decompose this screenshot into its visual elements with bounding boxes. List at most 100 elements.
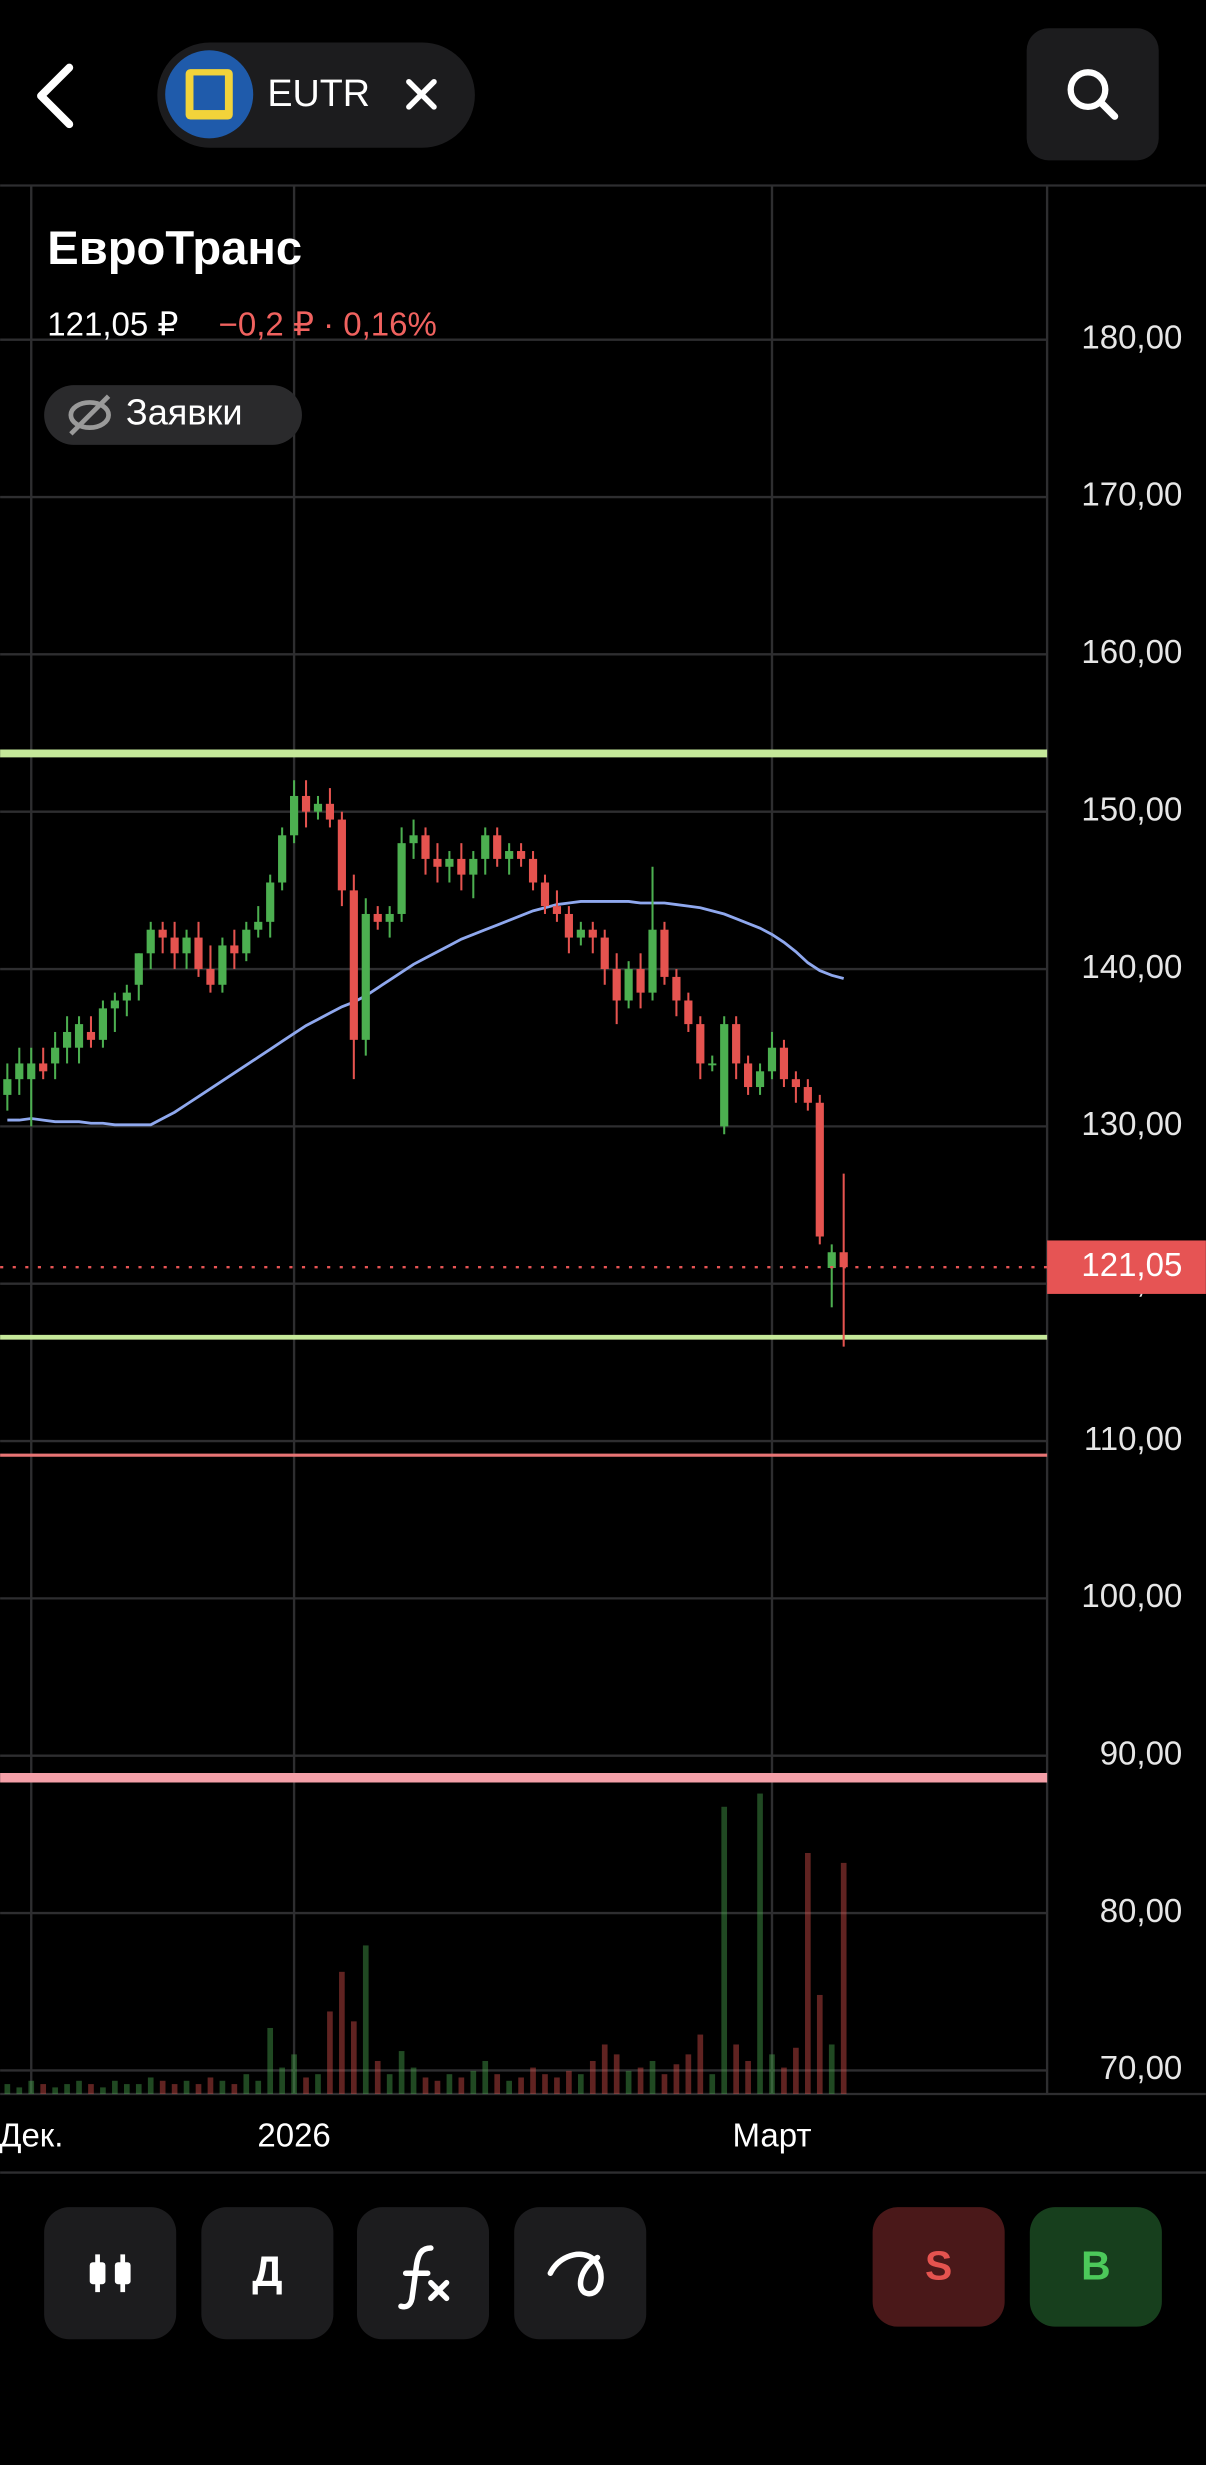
- x-tick-label: 2026: [257, 2117, 330, 2154]
- volume-bar: [769, 2054, 775, 2094]
- volume-bar: [422, 2077, 429, 2094]
- candle-body: [86, 1031, 96, 1040]
- candle-body: [564, 913, 573, 938]
- volume-bar: [374, 2060, 381, 2094]
- candle-body: [744, 1063, 753, 1088]
- volume-bar: [482, 2060, 489, 2094]
- y-tick-label: 180,00: [1081, 318, 1182, 355]
- volume-bar: [840, 1862, 847, 2094]
- candle-body: [648, 929, 657, 993]
- candle-body: [672, 976, 681, 1001]
- candle-body: [445, 858, 454, 867]
- moving-average: [7, 900, 845, 1127]
- candle-body: [15, 1063, 24, 1080]
- candle-body: [815, 1102, 824, 1237]
- volume-bar: [434, 2080, 441, 2094]
- y-tick-label: 90,00: [1100, 1734, 1183, 1771]
- chart-type-button[interactable]: [44, 2207, 177, 2340]
- volume-bar: [267, 2027, 274, 2094]
- volume-bar: [362, 1945, 369, 2094]
- candle-body: [493, 835, 502, 859]
- candle-body: [576, 929, 585, 938]
- volume-bar: [147, 2077, 154, 2094]
- volume-bar: [64, 2084, 70, 2094]
- chart: 70,0080,0090,00100,00110,00120,00130,001…: [0, 184, 1206, 2174]
- volume-bar: [697, 2034, 704, 2094]
- candle-body: [696, 1024, 705, 1064]
- last-price-label: 121,05: [1081, 1246, 1182, 1283]
- candle-body: [218, 945, 227, 985]
- candle-body: [278, 835, 287, 883]
- volume-bar: [219, 2080, 226, 2094]
- volume-bar: [625, 2070, 632, 2094]
- volume-bar: [171, 2084, 178, 2094]
- volume-bar: [709, 2074, 716, 2094]
- volume-bar: [518, 2077, 524, 2094]
- volume-bar: [4, 2084, 11, 2094]
- volume-bar: [494, 2074, 501, 2094]
- volume-bar: [601, 2044, 608, 2094]
- y-tick-label: 150,00: [1081, 790, 1182, 827]
- volume-bar: [100, 2087, 106, 2094]
- candle-body: [791, 1079, 800, 1088]
- last-price-tag: [1047, 1240, 1206, 1294]
- volume-bar: [291, 2054, 297, 2094]
- close-chip[interactable]: [406, 78, 437, 110]
- candle-body: [313, 803, 323, 812]
- volume-bar: [661, 2074, 668, 2094]
- candle-body: [98, 1008, 108, 1040]
- volume-bar: [721, 1806, 728, 2094]
- volume-bar: [589, 2060, 596, 2094]
- sell-button[interactable]: [872, 2207, 1005, 2327]
- back-button[interactable]: [37, 63, 74, 129]
- candle-body: [301, 795, 311, 812]
- candle-body: [110, 1000, 119, 1009]
- candle-body: [827, 1252, 836, 1268]
- fx-icon: [398, 2245, 450, 2310]
- candle-body: [528, 858, 538, 883]
- candle-body: [779, 1047, 789, 1080]
- candle-body: [385, 913, 394, 922]
- x-tick-label: Март: [733, 2117, 812, 2154]
- volume-bar: [398, 2051, 405, 2094]
- candle-body: [755, 1071, 765, 1088]
- candle-body: [552, 906, 562, 914]
- volume-bar: [805, 1852, 811, 2094]
- volume-bar: [350, 2021, 357, 2094]
- volume-bar: [828, 2044, 835, 2094]
- orders-toggle[interactable]: [44, 385, 302, 445]
- candle-body: [481, 835, 490, 859]
- eye-icon: [68, 400, 111, 430]
- volume-bar: [303, 2077, 309, 2094]
- volume-bar: [733, 2044, 739, 2094]
- volume-bar: [542, 2074, 548, 2094]
- candle-body: [361, 913, 370, 1040]
- candle-body: [51, 1047, 60, 1064]
- candle-body: [457, 858, 466, 875]
- y-tick-label: 140,00: [1081, 948, 1182, 985]
- period-button[interactable]: [201, 2207, 334, 2340]
- candle-body: [337, 819, 346, 891]
- volume-bar: [243, 2074, 250, 2094]
- y-tick-label: 160,00: [1081, 633, 1182, 670]
- instrument-title: ЕвроТранс: [47, 221, 302, 274]
- x-tick-label: Дек.: [0, 2117, 63, 2154]
- orders-label: Заявки: [126, 392, 243, 433]
- drawing-icon: [547, 2251, 604, 2297]
- volume-bar: [566, 2070, 572, 2094]
- candle-body: [421, 835, 430, 859]
- volume-bar: [231, 2084, 238, 2094]
- candle-body: [146, 929, 155, 954]
- volume-bar: [458, 2077, 465, 2094]
- volume-bar: [578, 2074, 584, 2094]
- candle-body: [373, 913, 382, 922]
- candle-body: [636, 969, 645, 993]
- candle-body: [158, 929, 167, 938]
- volume-bar: [745, 2060, 751, 2094]
- volume-bar: [28, 2080, 35, 2094]
- volume-bar: [386, 2074, 393, 2094]
- candle-body: [517, 851, 526, 859]
- buy-button[interactable]: [1029, 2207, 1162, 2327]
- search-button[interactable]: [1026, 28, 1159, 161]
- candle-body: [660, 929, 669, 977]
